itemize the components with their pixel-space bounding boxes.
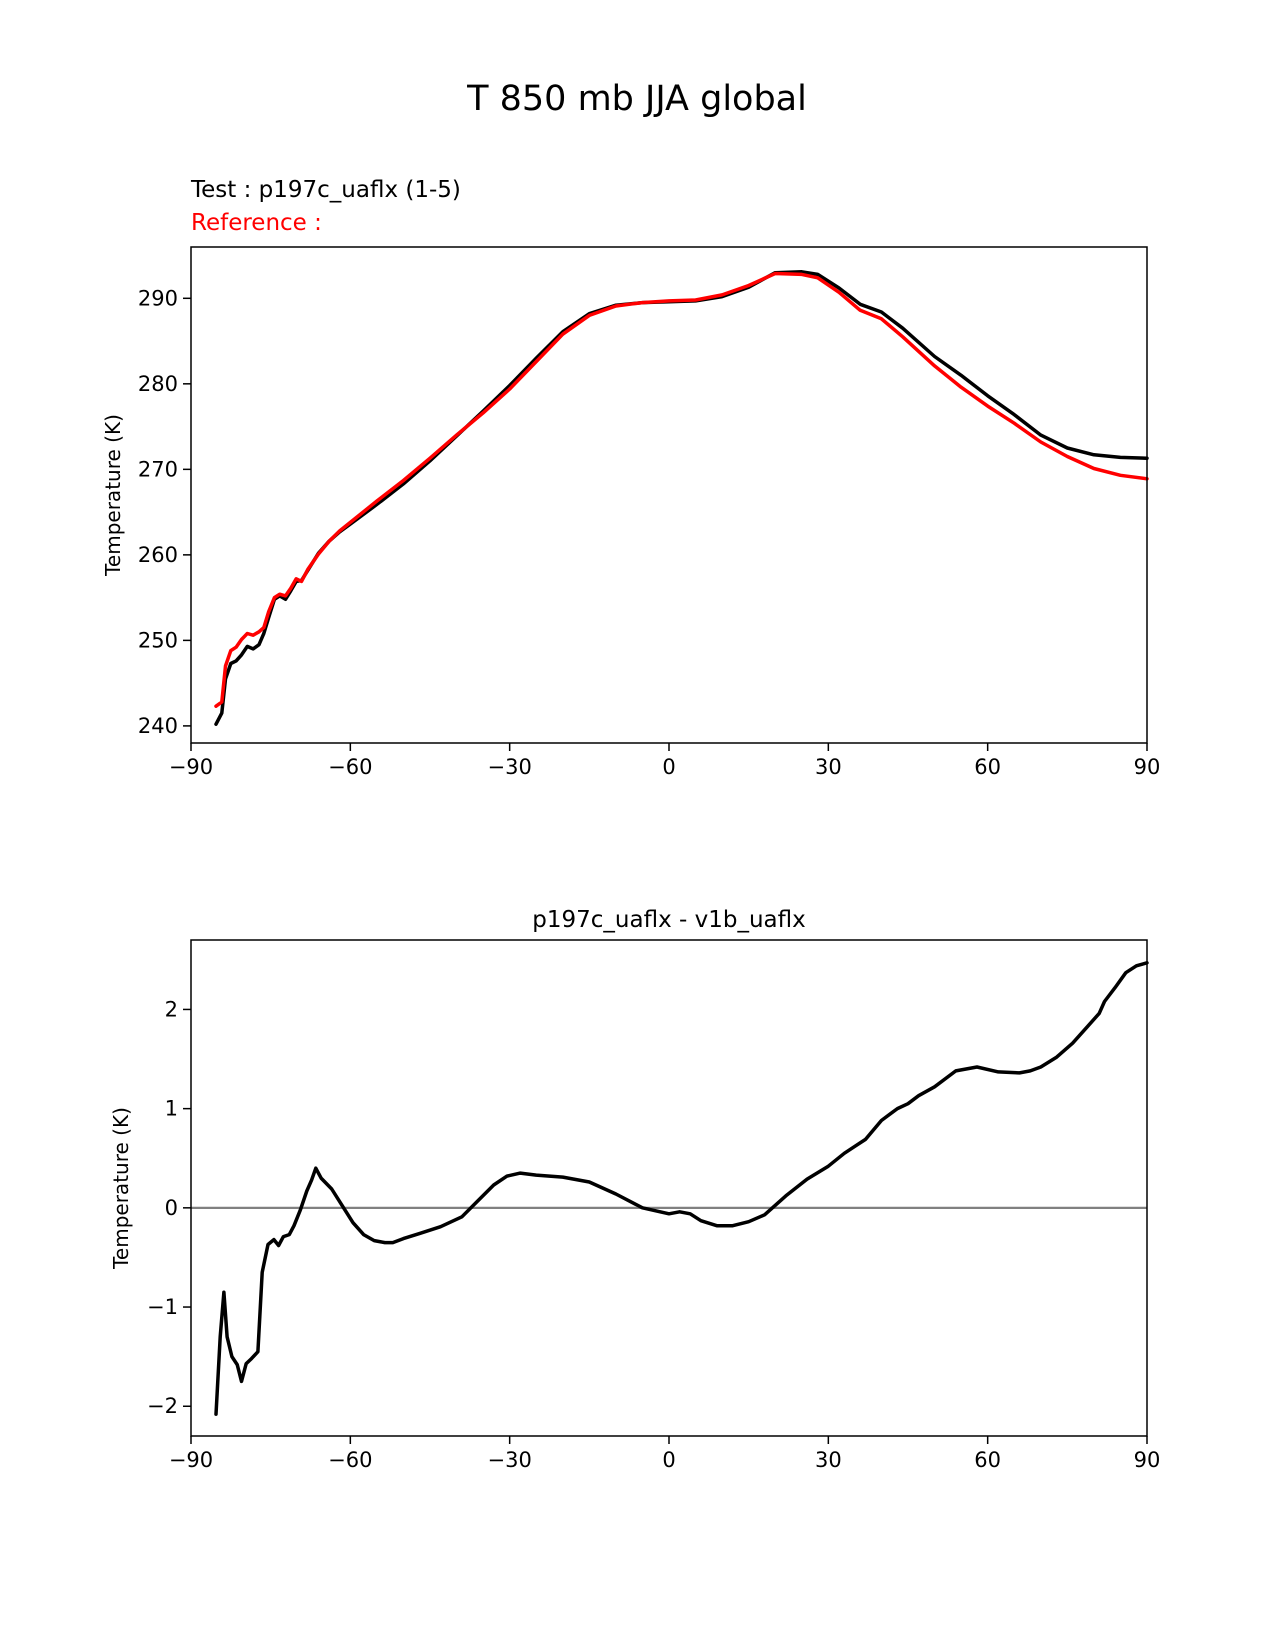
top-series-group bbox=[214, 270, 1149, 726]
difference-plot-title: p197c_uaflx - v1b_uaflx bbox=[532, 907, 805, 933]
test-label: Test : p197c_uaflx (1-5) bbox=[190, 177, 461, 203]
top-x-tick-label: −90 bbox=[169, 755, 213, 779]
bottom-y-tick-label: 2 bbox=[165, 997, 178, 1021]
top-y-tick-label: 280 bbox=[138, 372, 178, 396]
bottom-x-ticks: −90 −60 −30 0 30 60 90 bbox=[169, 1436, 1161, 1472]
top-panel: Test : p197c_uaflx (1-5) Reference : −90… bbox=[101, 177, 1160, 779]
top-x-tick-label: 60 bbox=[974, 755, 1001, 779]
top-y-tick-label: 270 bbox=[138, 457, 178, 481]
bottom-x-tick-label: 60 bbox=[974, 1448, 1001, 1472]
top-y-tick-label: 290 bbox=[138, 286, 178, 310]
bottom-plot-frame bbox=[190, 939, 1148, 1437]
top-plot-frame bbox=[190, 246, 1148, 744]
bottom-series-line-0 bbox=[214, 961, 1149, 1416]
bottom-y-tick-label: −2 bbox=[147, 1394, 178, 1418]
top-x-tick-label: 0 bbox=[662, 755, 675, 779]
reference-label: Reference : bbox=[191, 210, 322, 236]
bottom-y-tick-label: 1 bbox=[165, 1097, 178, 1121]
top-x-tick-label: 30 bbox=[815, 755, 842, 779]
bottom-y-tick-label: −1 bbox=[147, 1295, 178, 1319]
top-series-line-1 bbox=[214, 271, 1149, 708]
figure-title: T 850 mb JJA global bbox=[466, 79, 807, 119]
bottom-x-tick-label: 90 bbox=[1134, 1448, 1161, 1472]
bottom-series-group bbox=[214, 961, 1149, 1416]
bottom-y-tick-label: 0 bbox=[165, 1196, 178, 1220]
top-y-tick-label: 260 bbox=[138, 543, 178, 567]
top-x-tick-label: −30 bbox=[488, 755, 532, 779]
top-y-tick-label: 250 bbox=[138, 628, 178, 652]
bottom-y-ticks: −2 −1 0 1 2 bbox=[147, 997, 191, 1418]
bottom-x-tick-label: −30 bbox=[488, 1448, 532, 1472]
top-series-line-0 bbox=[214, 270, 1149, 726]
top-y-ticks: 240 250 260 270 280 290 bbox=[138, 286, 191, 738]
top-y-tick-label: 240 bbox=[138, 714, 178, 738]
top-y-axis-label: Temperature (K) bbox=[101, 414, 125, 577]
top-x-tick-label: 90 bbox=[1134, 755, 1161, 779]
bottom-x-tick-label: 30 bbox=[815, 1448, 842, 1472]
bottom-x-tick-label: −90 bbox=[169, 1448, 213, 1472]
bottom-x-tick-label: −60 bbox=[328, 1448, 372, 1472]
top-x-tick-label: −60 bbox=[328, 755, 372, 779]
bottom-x-tick-label: 0 bbox=[662, 1448, 675, 1472]
bottom-panel: p197c_uaflx - v1b_uaflx −90 −60 −30 0 30 60 90… bbox=[109, 907, 1160, 1472]
top-x-ticks: −90 −60 −30 0 30 60 90 bbox=[169, 743, 1161, 779]
bottom-y-axis-label: Temperature (K) bbox=[109, 1107, 133, 1270]
